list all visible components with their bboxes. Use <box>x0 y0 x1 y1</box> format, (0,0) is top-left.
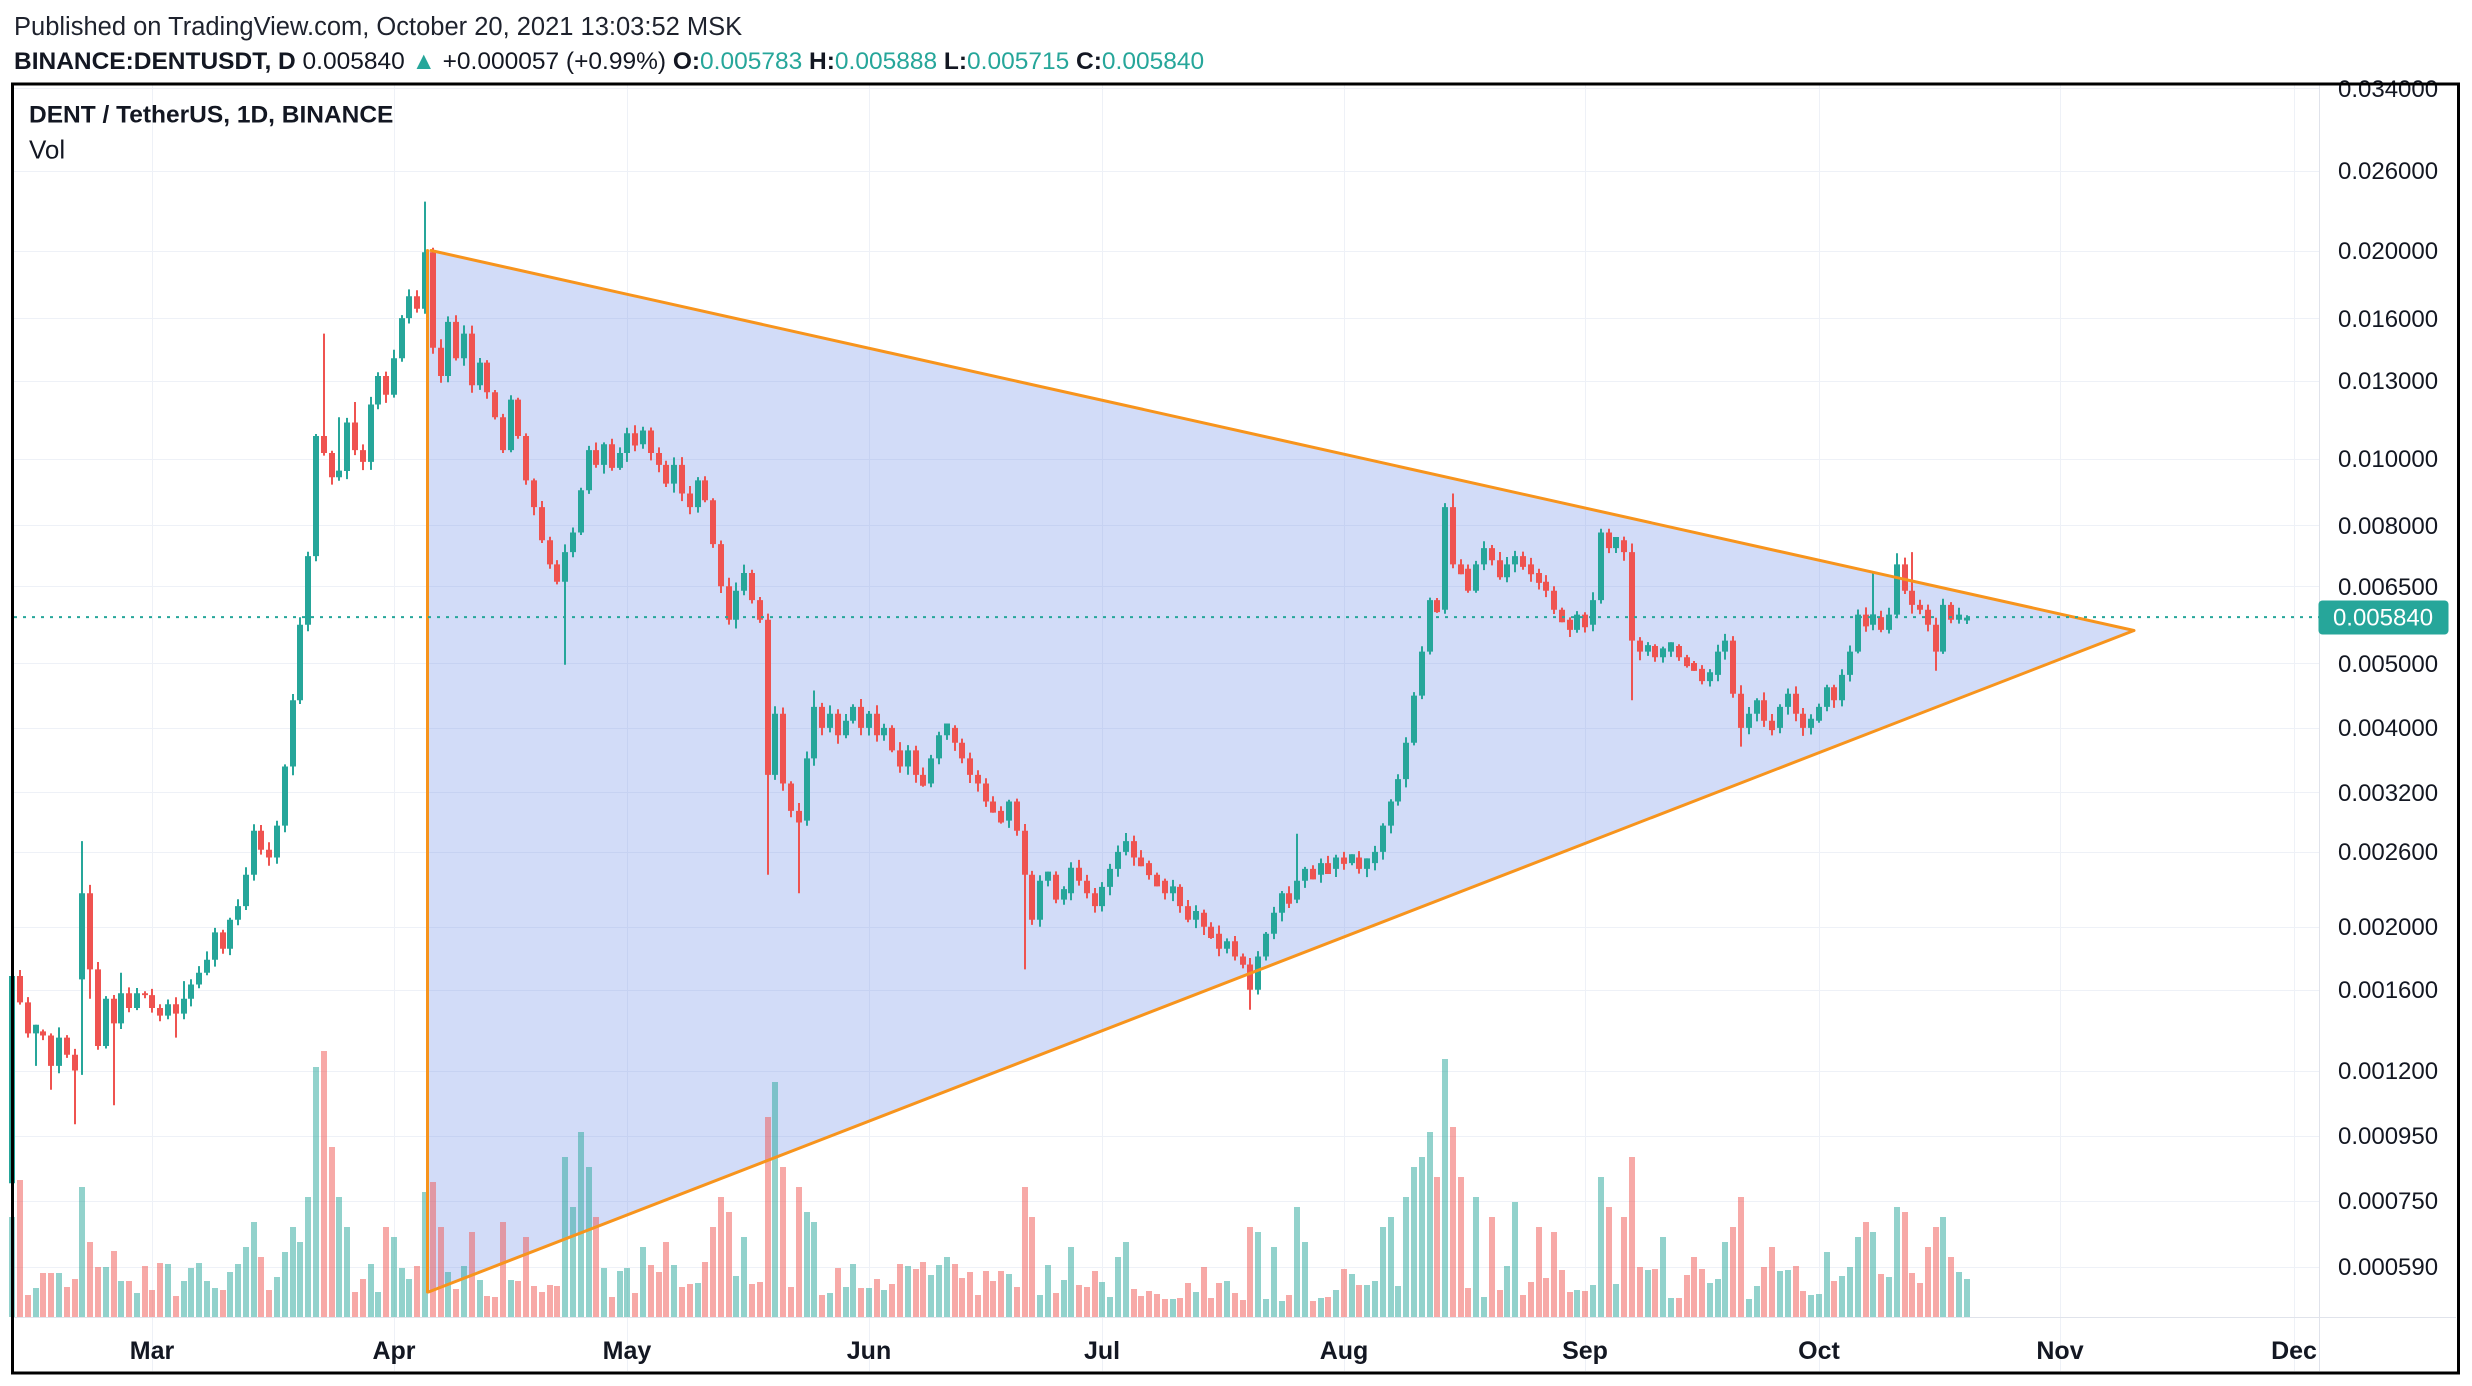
svg-text:0.004000: 0.004000 <box>2338 715 2438 742</box>
svg-text:Aug: Aug <box>1320 1337 1369 1365</box>
svg-text:0.005840: 0.005840 <box>2333 605 2433 632</box>
svg-text:Dec: Dec <box>2271 1337 2317 1365</box>
svg-text:0.002600: 0.002600 <box>2338 839 2438 866</box>
svg-text:Mar: Mar <box>130 1337 175 1365</box>
svg-text:Jul: Jul <box>1084 1337 1120 1365</box>
svg-text:0.010000: 0.010000 <box>2338 446 2438 473</box>
svg-text:Vol: Vol <box>29 135 65 165</box>
svg-text:0.034000: 0.034000 <box>2338 76 2438 103</box>
svg-text:Oct: Oct <box>1798 1337 1840 1365</box>
svg-text:0.001600: 0.001600 <box>2338 977 2438 1004</box>
svg-text:0.000950: 0.000950 <box>2338 1123 2438 1150</box>
svg-text:0.002000: 0.002000 <box>2338 914 2438 941</box>
svg-text:0.001200: 0.001200 <box>2338 1058 2438 1085</box>
svg-text:0.008000: 0.008000 <box>2338 513 2438 540</box>
svg-text:0.006500: 0.006500 <box>2338 574 2438 601</box>
svg-text:0.016000: 0.016000 <box>2338 306 2438 333</box>
svg-text:0.000590: 0.000590 <box>2338 1254 2438 1281</box>
svg-text:0.005000: 0.005000 <box>2338 651 2438 678</box>
svg-text:0.026000: 0.026000 <box>2338 158 2438 185</box>
svg-text:Sep: Sep <box>1562 1337 1608 1365</box>
svg-text:Apr: Apr <box>372 1337 415 1365</box>
svg-text:0.020000: 0.020000 <box>2338 238 2438 265</box>
svg-text:DENT / TetherUS, 1D, BINANCE: DENT / TetherUS, 1D, BINANCE <box>29 102 393 129</box>
svg-text:BINANCE:DENTUSDT, D 0.005840 ▲: BINANCE:DENTUSDT, D 0.005840 ▲ +0.000057… <box>14 48 1204 75</box>
svg-text:May: May <box>603 1337 652 1365</box>
svg-text:0.000750: 0.000750 <box>2338 1188 2438 1215</box>
svg-text:Jun: Jun <box>847 1337 891 1365</box>
svg-text:Nov: Nov <box>2036 1337 2083 1365</box>
svg-text:0.003200: 0.003200 <box>2338 780 2438 807</box>
svg-text:0.013000: 0.013000 <box>2338 368 2438 395</box>
svg-text:Published on TradingView.com,: Published on TradingView.com, October 20… <box>14 13 742 41</box>
